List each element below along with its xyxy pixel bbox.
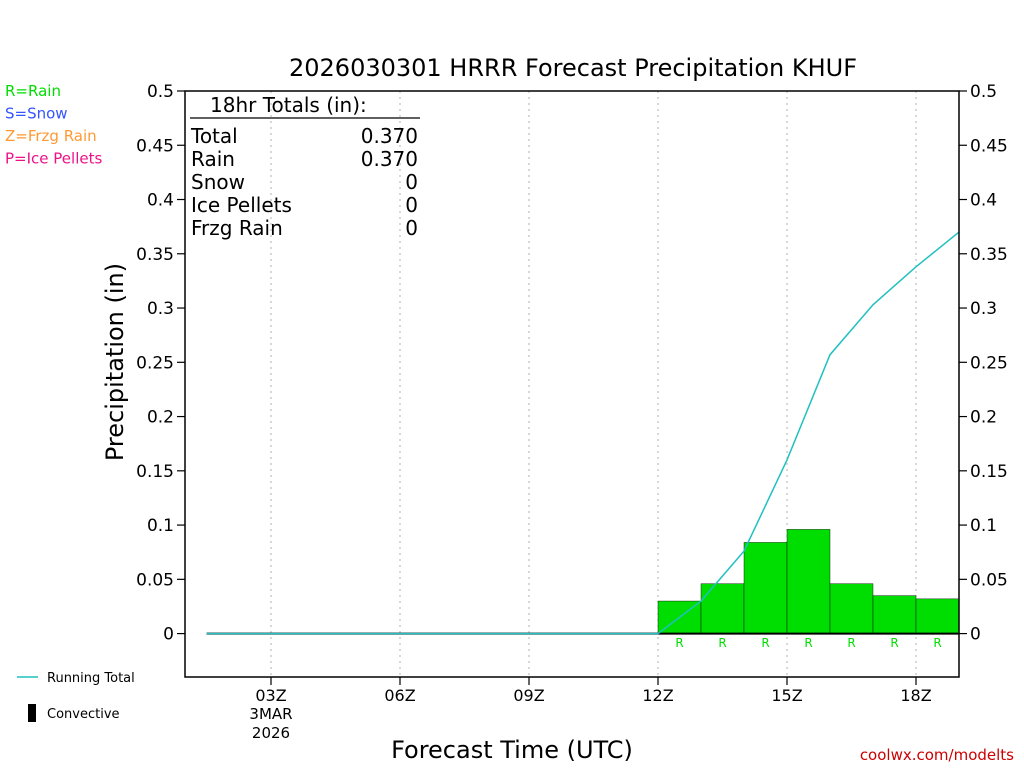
rain-bars <box>657 529 960 634</box>
y-tick-label-left: 0.15 <box>136 462 174 482</box>
y-tick-label-left: 0.1 <box>147 516 174 536</box>
type-legend-item: P=Ice Pellets <box>5 150 102 168</box>
y-tick-label-right: 0.1 <box>970 516 997 536</box>
totals-row-label: Snow <box>191 170 245 194</box>
y-tick-label-right: 0.3 <box>970 299 997 319</box>
totals-box: 18hr Totals (in): Total 0.370 Rain 0.370 Snow… <box>190 93 420 240</box>
precip-type-marker: R <box>804 636 812 650</box>
plot-frame <box>184 90 960 678</box>
y-tick-label-left: 0.2 <box>147 408 174 428</box>
y-tick-label-left: 0.4 <box>147 191 174 211</box>
rain-bar <box>915 598 960 634</box>
y-tick-label-right: 0.2 <box>970 408 997 428</box>
rain-bar <box>743 542 788 634</box>
rain-bar <box>829 583 874 634</box>
convective-legend-label: Convective <box>47 707 120 722</box>
credit-text: coolwx.com/modelts <box>860 746 1014 764</box>
x-tick-label: 15Z <box>771 686 802 705</box>
precip-type-marker: R <box>675 636 683 650</box>
y-tick-label-left: 0 <box>163 625 174 645</box>
series-legend: Running Total Convective <box>17 671 135 722</box>
y-axis-label: Precipitation (in) <box>101 263 129 461</box>
rain-bar <box>872 595 917 634</box>
precip-type-legend: R=Rain S=Snow Z=Frzg Rain P=Ice Pellets <box>5 82 102 168</box>
type-legend-item: Z=Frzg Rain <box>5 127 97 145</box>
x-axis-label: Forecast Time (UTC) <box>391 736 633 764</box>
convective-legend-swatch <box>28 704 36 722</box>
y-tick-label-left: 0.5 <box>147 82 174 102</box>
x-tick-label: 18Z <box>900 686 931 705</box>
y-tick-label-right: 0.05 <box>970 570 1008 590</box>
totals-row-value: 0 <box>405 193 418 217</box>
x-tick-label: 03Z <box>255 686 286 705</box>
precip-type-marker: R <box>933 636 941 650</box>
x-tick-label: 06Z <box>384 686 415 705</box>
x-date-label: 3MAR <box>249 705 292 723</box>
precip-type-marker: R <box>847 636 855 650</box>
totals-heading: 18hr Totals (in): <box>210 93 367 117</box>
precip-type-marker: R <box>890 636 898 650</box>
y-tick-label-right: 0 <box>970 625 981 645</box>
totals-row-value: 0.370 <box>361 124 418 148</box>
y-tick-label-right: 0.5 <box>970 82 997 102</box>
y-axis-right: 0 0.05 0.1 0.15 0.2 0.25 0.3 0.35 0.4 0.45 0.5 <box>959 82 1008 645</box>
totals-row-value: 0 <box>405 170 418 194</box>
x-tick-label: 09Z <box>513 686 544 705</box>
y-tick-label-right: 0.15 <box>970 462 1008 482</box>
precip-type-marker: R <box>718 636 726 650</box>
type-legend-item: R=Rain <box>5 82 61 100</box>
totals-row-label: Ice Pellets <box>191 193 292 217</box>
rain-bar <box>700 583 745 634</box>
y-tick-label-left: 0.45 <box>136 136 174 156</box>
totals-row-label: Rain <box>191 147 235 171</box>
rain-bar <box>786 529 831 634</box>
type-legend-item: S=Snow <box>5 105 68 123</box>
y-tick-label-right: 0.4 <box>970 191 997 211</box>
running-total-legend-label: Running Total <box>47 671 135 686</box>
y-tick-label-left: 0.35 <box>136 245 174 265</box>
gridlines <box>270 91 917 677</box>
y-tick-label-right: 0.25 <box>970 353 1008 373</box>
precip-type-marker: R <box>761 636 769 650</box>
running-total-line <box>206 231 960 635</box>
y-tick-label-right: 0.35 <box>970 245 1008 265</box>
chart-title: 2026030301 HRRR Forecast Precipitation K… <box>289 54 857 82</box>
totals-row-value: 0.370 <box>361 147 418 171</box>
x-tick-label: 12Z <box>642 686 673 705</box>
totals-row-value: 0 <box>405 216 418 240</box>
x-year-label: 2026 <box>252 724 290 742</box>
y-tick-label-left: 0.3 <box>147 299 174 319</box>
y-tick-label-left: 0.05 <box>136 570 174 590</box>
y-axis-left: 0 0.05 0.1 0.15 0.2 0.25 0.3 0.35 0.4 0.45 0.5 <box>136 82 185 645</box>
y-tick-label-left: 0.25 <box>136 353 174 373</box>
totals-row-label: Frzg Rain <box>191 216 283 240</box>
totals-row-label: Total <box>190 124 238 148</box>
y-tick-label-right: 0.45 <box>970 136 1008 156</box>
